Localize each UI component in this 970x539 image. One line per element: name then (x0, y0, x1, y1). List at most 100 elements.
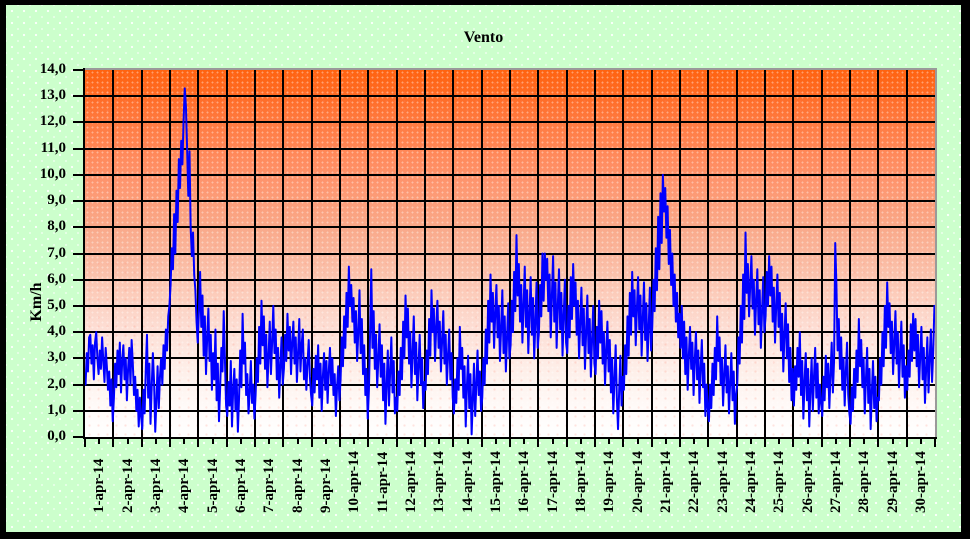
x-minor-tick (637, 439, 639, 444)
x-tick-label: 22-apr-14 (686, 451, 702, 513)
plot-border-top (83, 68, 937, 70)
y-tick-label: 9,0 (47, 192, 66, 208)
x-major-tick (934, 439, 936, 447)
x-minor-tick (268, 439, 270, 444)
x-minor-tick (665, 439, 667, 444)
x-gridline (509, 70, 511, 437)
x-gridline (651, 70, 653, 437)
y-tick-label: 13,0 (39, 87, 66, 103)
x-minor-tick (892, 439, 894, 444)
chart-title: Vento (463, 29, 504, 46)
x-gridline (622, 70, 624, 437)
x-major-tick (197, 439, 199, 447)
x-gridline (707, 70, 709, 437)
y-tick (73, 384, 83, 386)
y-tick (73, 121, 83, 123)
x-gridline (452, 70, 454, 437)
x-tick-label: 21-apr-14 (658, 451, 674, 513)
x-gridline (282, 70, 284, 437)
x-minor-tick (127, 439, 129, 444)
x-tick-label: 17-apr-14 (545, 451, 561, 513)
y-tick (73, 436, 83, 438)
x-major-tick (537, 439, 539, 447)
x-minor-tick (835, 439, 837, 444)
x-gridline (537, 70, 539, 437)
x-minor-tick (382, 439, 384, 444)
x-tick-label: 18-apr-14 (573, 451, 589, 513)
y-tick (73, 69, 83, 71)
x-tick-label: 23-apr-14 (715, 451, 731, 513)
x-tick-label: 26-apr-14 (800, 451, 816, 513)
x-tick-label: 25-apr-14 (771, 451, 787, 513)
x-gridline (169, 70, 171, 437)
y-tick-label: 2,0 (47, 376, 66, 392)
x-major-tick (736, 439, 738, 447)
x-major-tick (679, 439, 681, 447)
x-gridline (112, 70, 114, 437)
x-tick-label: 3-apr-14 (148, 458, 164, 513)
x-minor-tick (438, 439, 440, 444)
y-tick (73, 200, 83, 202)
x-minor-tick (608, 439, 610, 444)
x-major-tick (424, 439, 426, 447)
x-minor-tick (297, 439, 299, 444)
x-major-tick (396, 439, 398, 447)
x-major-tick (594, 439, 596, 447)
x-minor-tick (410, 439, 412, 444)
x-gridline (254, 70, 256, 437)
x-minor-tick (212, 439, 214, 444)
y-tick (73, 305, 83, 307)
x-minor-tick (240, 439, 242, 444)
x-major-tick (339, 439, 341, 447)
x-minor-tick (98, 439, 100, 444)
y-tick-label: 1,0 (47, 402, 66, 418)
x-axis-line (83, 437, 937, 439)
y-tick-label: 5,0 (47, 297, 66, 313)
y-tick-label: 4,0 (47, 323, 66, 339)
x-major-tick (282, 439, 284, 447)
x-tick-label: 28-apr-14 (856, 451, 872, 513)
y-tick-label: 14,0 (39, 61, 66, 77)
plot-border-right (935, 68, 937, 437)
x-major-tick (651, 439, 653, 447)
x-tick-label: 12-apr-14 (403, 451, 419, 513)
x-gridline (594, 70, 596, 437)
x-minor-tick (495, 439, 497, 444)
x-tick-label: 29-apr-14 (885, 451, 901, 513)
x-minor-tick (552, 439, 554, 444)
x-major-tick (877, 439, 879, 447)
y-tick-label: 7,0 (47, 245, 66, 261)
x-gridline (792, 70, 794, 437)
x-major-tick (452, 439, 454, 447)
wind-series (85, 87, 935, 436)
x-tick-label: 6-apr-14 (233, 458, 249, 513)
y-tick-label: 0,0 (47, 428, 66, 444)
y-tick (73, 253, 83, 255)
x-tick-label: 4-apr-14 (176, 458, 192, 513)
x-gridline (396, 70, 398, 437)
y-tick (73, 95, 83, 97)
x-major-tick (367, 439, 369, 447)
y-tick-label: 10,0 (39, 166, 66, 182)
x-gridline (877, 70, 879, 437)
x-major-tick (792, 439, 794, 447)
x-major-tick (849, 439, 851, 447)
x-gridline (226, 70, 228, 437)
x-tick-label: 5-apr-14 (205, 458, 221, 513)
y-tick (73, 148, 83, 150)
y-tick-label: 6,0 (47, 271, 66, 287)
x-major-tick (622, 439, 624, 447)
x-tick-label: 27-apr-14 (828, 451, 844, 513)
x-gridline (424, 70, 426, 437)
x-minor-tick (863, 439, 865, 444)
x-tick-label: 14-apr-14 (460, 451, 476, 513)
x-tick-label: 15-apr-14 (488, 451, 504, 513)
x-tick-label: 1-apr-14 (91, 458, 107, 513)
y-tick (73, 174, 83, 176)
x-major-tick (481, 439, 483, 447)
x-gridline (736, 70, 738, 437)
x-minor-tick (523, 439, 525, 444)
y-axis-line (83, 68, 85, 439)
x-major-tick (226, 439, 228, 447)
